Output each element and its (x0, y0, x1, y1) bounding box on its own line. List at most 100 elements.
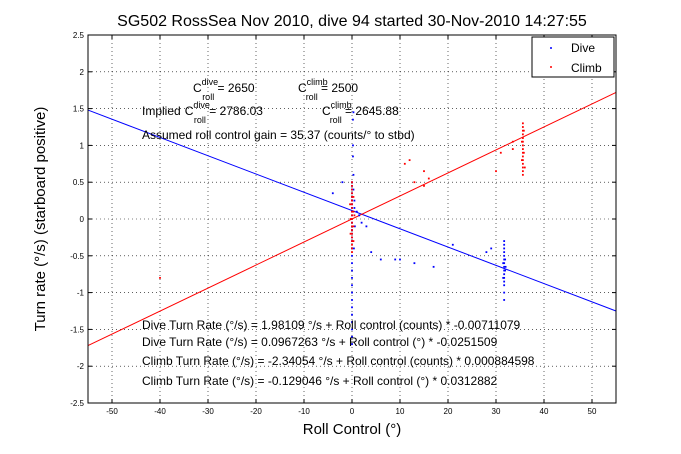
legend-dive-marker (550, 47, 552, 49)
climb-point (352, 196, 355, 198)
dive-point (503, 247, 506, 250)
climb-point (349, 203, 351, 206)
dive-point (352, 118, 354, 121)
y-tick-label: 2.5 (73, 31, 85, 40)
dive-point (485, 251, 488, 254)
dive-point (413, 262, 416, 265)
climb-point (351, 210, 353, 213)
dive-point (351, 343, 353, 346)
climb-point (521, 159, 524, 162)
climb-point (521, 173, 524, 176)
climb-point (351, 240, 353, 242)
y-tick-label: 1.5 (73, 105, 85, 114)
dive-point (503, 243, 506, 246)
y-tick-label: -1.5 (70, 325, 84, 334)
dive-point (351, 269, 353, 272)
climb-point (521, 133, 524, 136)
implied-c-roll-dive: Implied Cdive roll = 2786.03 (142, 100, 263, 125)
climb-point (521, 140, 523, 143)
climb-point (511, 140, 514, 143)
dive-point (503, 291, 506, 294)
climb-point (352, 240, 355, 242)
y-tick-label: -2.5 (70, 399, 84, 408)
dive-point (352, 188, 355, 191)
climb-point (423, 184, 425, 187)
dive-point (503, 280, 506, 283)
climb-point (521, 151, 524, 154)
climb-point (427, 177, 430, 180)
dive-point (503, 240, 506, 242)
climb-point (349, 232, 352, 235)
climb-point (522, 129, 525, 132)
dive-point (503, 276, 506, 279)
x-tick-label: -40 (154, 407, 166, 416)
equation-dive-degrees: Dive Turn Rate (°/s) = 0.0967263 °/s + R… (142, 335, 498, 349)
dive-point (399, 258, 401, 261)
x-tick-label: -50 (106, 407, 118, 416)
climb-point (351, 221, 353, 224)
dive-point (503, 251, 506, 254)
climb-point (495, 170, 497, 173)
climb-point (499, 151, 502, 154)
c-roll-climb: Cclimb roll = 2500 (298, 77, 358, 102)
dive-point (351, 313, 353, 316)
y-tick-label: -2 (77, 362, 85, 371)
x-tick-label: 40 (540, 407, 549, 416)
dive-point (353, 247, 355, 250)
axis-ticks: -50 -40 -30 -20 -10 0 10 20 30 40 50-2.5-2-1.5-1-0… (70, 31, 616, 416)
climb-point (521, 159, 523, 162)
dive-point (358, 214, 361, 217)
dive-point (351, 254, 353, 257)
dive-point (352, 144, 354, 147)
climb-point (521, 126, 524, 128)
dive-point (504, 258, 507, 261)
climb-point (349, 218, 352, 220)
dive-point (502, 262, 505, 265)
dive-point (503, 258, 506, 261)
x-tick-label: 30 (492, 407, 501, 416)
dive-point (352, 173, 355, 176)
roll-control-gain: Assumed roll control gain = 35.37 (count… (142, 128, 415, 142)
climb-point (521, 122, 524, 125)
dive-point (353, 199, 356, 202)
x-tick-label: -30 (202, 407, 214, 416)
y-tick-label: 0.5 (73, 178, 85, 187)
y-axis-label: Turn rate (°/s) (starboard positive) (32, 107, 49, 332)
dive-point (351, 328, 353, 331)
x-tick-label: 0 (350, 407, 355, 416)
climb-point (352, 210, 355, 213)
dive-point (351, 284, 353, 287)
equation-climb-degrees: Climb Turn Rate (°/s) = -0.129046 °/s + … (142, 374, 498, 388)
dive-point (352, 111, 355, 114)
dive-point (351, 335, 353, 338)
climb-point (351, 232, 353, 235)
dive-point (351, 321, 353, 323)
climb-point (159, 276, 161, 279)
implied-c-roll-climb: Cclimb roll = 2645.88 (322, 100, 399, 125)
dive-point (355, 210, 358, 213)
climb-point (351, 247, 353, 250)
dive-point (504, 265, 507, 268)
dive-point (353, 225, 356, 228)
dive-point (503, 284, 506, 287)
dive-point (352, 155, 354, 158)
climb-point (408, 159, 411, 162)
legend-box (531, 36, 615, 78)
climb-point (351, 207, 353, 209)
dive-point (351, 262, 353, 265)
climb-point (352, 225, 355, 228)
climb-point (521, 148, 524, 150)
chart-title: SG502 RossSea Nov 2010, dive 94 started … (117, 13, 587, 30)
legend-climb-label: Climb (571, 61, 602, 75)
annotations: Cdive roll = 2650 Cclimb roll = 2500 Impli… (142, 77, 535, 388)
dive-point (365, 225, 368, 228)
dive-point (502, 276, 505, 279)
climb-point (403, 162, 406, 165)
x-tick-label: 10 (396, 407, 405, 416)
climb-point (351, 184, 353, 187)
dive-point (503, 269, 506, 272)
legend: Dive Climb (531, 36, 615, 78)
dive-point (451, 243, 454, 246)
dive-point (504, 269, 507, 272)
